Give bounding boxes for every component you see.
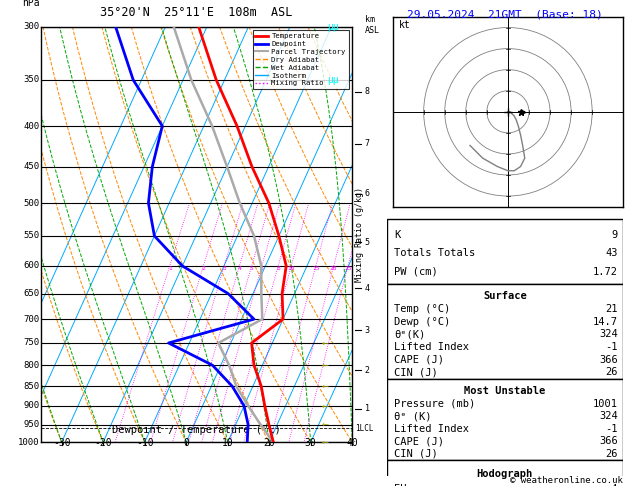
- Text: Hodograph: Hodograph: [477, 469, 533, 479]
- Text: CAPE (J): CAPE (J): [394, 355, 444, 364]
- Text: 14.7: 14.7: [593, 317, 618, 327]
- Text: Lifted Index: Lifted Index: [394, 342, 469, 352]
- Text: 550: 550: [23, 231, 40, 241]
- Text: ←: ←: [321, 361, 328, 370]
- Legend: Temperature, Dewpoint, Parcel Trajectory, Dry Adiabat, Wet Adiabat, Isotherm, Mi: Temperature, Dewpoint, Parcel Trajectory…: [253, 30, 348, 89]
- Text: 700: 700: [23, 314, 40, 324]
- Text: μμ: μμ: [327, 75, 339, 85]
- Text: Most Unstable: Most Unstable: [464, 386, 545, 396]
- Text: 7: 7: [365, 139, 370, 148]
- Text: 29.05.2024  21GMT  (Base: 18): 29.05.2024 21GMT (Base: 18): [407, 9, 603, 19]
- Text: 1000: 1000: [18, 438, 40, 447]
- Text: 35°20'N  25°11'E  108m  ASL: 35°20'N 25°11'E 108m ASL: [101, 6, 292, 19]
- Text: Pressure (mb): Pressure (mb): [394, 399, 475, 409]
- Text: 1LCL: 1LCL: [355, 424, 374, 433]
- Text: 4: 4: [238, 266, 242, 271]
- Text: 850: 850: [23, 382, 40, 391]
- Text: 2: 2: [201, 266, 205, 271]
- Text: θᵉ (K): θᵉ (K): [394, 411, 431, 421]
- Text: 15: 15: [312, 266, 320, 271]
- Text: 26: 26: [606, 367, 618, 378]
- Text: Surface: Surface: [483, 291, 526, 301]
- Text: 1.72: 1.72: [593, 267, 618, 277]
- Text: -1: -1: [606, 424, 618, 434]
- Text: 350: 350: [23, 75, 40, 85]
- Text: 20: 20: [264, 438, 275, 448]
- FancyBboxPatch shape: [387, 219, 623, 284]
- Text: 8: 8: [276, 266, 280, 271]
- Text: 3: 3: [365, 326, 370, 335]
- Text: 750: 750: [23, 338, 40, 347]
- FancyBboxPatch shape: [387, 379, 623, 460]
- Text: 366: 366: [599, 355, 618, 364]
- Text: 40: 40: [347, 438, 358, 448]
- Text: μμ: μμ: [327, 22, 339, 32]
- Text: 8: 8: [365, 87, 370, 96]
- Text: 0: 0: [183, 438, 189, 448]
- Text: km
ASL: km ASL: [365, 15, 380, 35]
- Text: Dewp (°C): Dewp (°C): [394, 317, 450, 327]
- Text: 1: 1: [168, 266, 172, 271]
- Text: ←: ←: [321, 338, 328, 347]
- Text: -10: -10: [136, 438, 153, 448]
- Text: θᵉ(K): θᵉ(K): [394, 330, 425, 339]
- Text: 6: 6: [365, 190, 370, 198]
- Text: 10: 10: [222, 438, 233, 448]
- Text: hPa: hPa: [22, 0, 40, 8]
- Text: ←: ←: [321, 438, 328, 447]
- Text: 9: 9: [612, 230, 618, 240]
- Text: 21: 21: [606, 304, 618, 314]
- Text: 3: 3: [222, 266, 226, 271]
- FancyBboxPatch shape: [387, 284, 623, 379]
- Text: 1: 1: [365, 404, 370, 413]
- Text: ←: ←: [321, 382, 328, 391]
- Text: 10: 10: [287, 266, 295, 271]
- Text: Dewpoint / Temperature (°C): Dewpoint / Temperature (°C): [112, 425, 281, 435]
- Text: 400: 400: [23, 122, 40, 131]
- Text: -30: -30: [53, 438, 70, 448]
- Text: CAPE (J): CAPE (J): [394, 436, 444, 446]
- Text: 324: 324: [599, 330, 618, 339]
- Text: CIN (J): CIN (J): [394, 367, 438, 378]
- Text: kt: kt: [398, 19, 410, 30]
- Text: 324: 324: [599, 411, 618, 421]
- Text: EH: EH: [394, 484, 406, 486]
- Text: 900: 900: [23, 401, 40, 410]
- Text: K: K: [394, 230, 400, 240]
- Text: Temp (°C): Temp (°C): [394, 304, 450, 314]
- Text: 366: 366: [599, 436, 618, 446]
- Text: 26: 26: [606, 449, 618, 459]
- Text: 650: 650: [23, 289, 40, 298]
- Text: 20: 20: [330, 266, 338, 271]
- Text: 5: 5: [365, 238, 370, 247]
- Text: ←: ←: [321, 401, 328, 410]
- Text: 800: 800: [23, 361, 40, 370]
- Text: Lifted Index: Lifted Index: [394, 424, 469, 434]
- Text: 30: 30: [305, 438, 316, 448]
- Text: CIN (J): CIN (J): [394, 449, 438, 459]
- Text: 600: 600: [23, 261, 40, 270]
- Text: PW (cm): PW (cm): [394, 267, 438, 277]
- Text: 500: 500: [23, 199, 40, 208]
- FancyBboxPatch shape: [387, 460, 623, 486]
- Text: 950: 950: [23, 420, 40, 429]
- Text: ←: ←: [321, 420, 328, 429]
- Text: 300: 300: [23, 22, 40, 31]
- Text: 4: 4: [365, 284, 370, 293]
- Text: 1001: 1001: [593, 399, 618, 409]
- Text: 43: 43: [606, 248, 618, 259]
- Text: Mixing Ratio (g/kg): Mixing Ratio (g/kg): [355, 187, 364, 282]
- Text: -4: -4: [606, 484, 618, 486]
- Text: 5: 5: [250, 266, 253, 271]
- Text: -1: -1: [606, 342, 618, 352]
- Text: -20: -20: [94, 438, 112, 448]
- Text: © weatheronline.co.uk: © weatheronline.co.uk: [510, 476, 623, 485]
- Text: Totals Totals: Totals Totals: [394, 248, 475, 259]
- Text: 450: 450: [23, 162, 40, 171]
- Text: 2: 2: [365, 366, 370, 375]
- Text: 6: 6: [260, 266, 264, 271]
- Text: 25: 25: [344, 266, 352, 271]
